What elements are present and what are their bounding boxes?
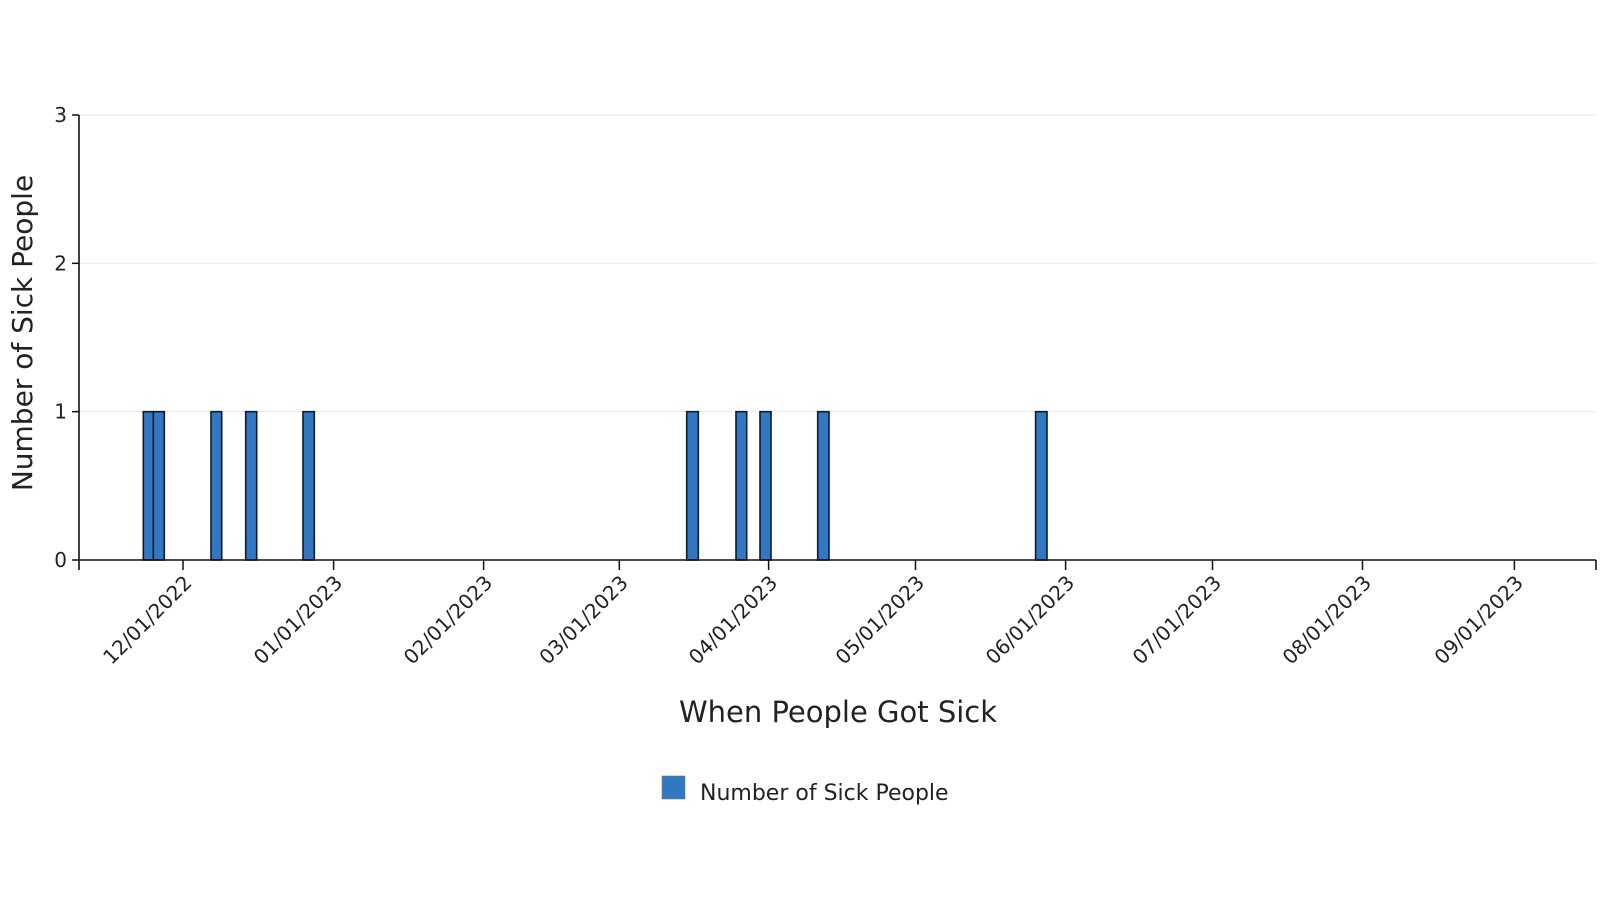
legend-swatch [661,775,686,800]
x-axis-label: When People Got Sick [679,695,997,729]
x-tick-label: 05/01/2023 [831,571,929,669]
legend: Number of Sick People [661,775,949,806]
y-axis-label: Number of Sick People [6,175,39,491]
axes [78,115,1597,570]
x-tick-label: 07/01/2023 [1128,571,1226,669]
x-axis-ticks: 12/01/2022 01/01/2023 02/01/2023 03/01/2023… [98,560,1528,669]
gridlines [79,114,1596,413]
y-tick-label: 0 [54,548,67,572]
x-tick-label: 04/01/2023 [684,571,782,669]
bar [210,410,223,561]
bar [302,410,316,561]
bar [1034,410,1048,561]
y-tick-label: 2 [54,251,67,275]
y-tick-label: 1 [54,400,67,424]
bar [759,410,772,561]
bar [142,410,155,561]
legend-label: Number of Sick People [700,781,949,806]
bar [685,410,700,561]
y-axis-ticks: 0 1 2 3 [54,103,79,572]
x-tick-label: 08/01/2023 [1278,571,1376,669]
bar [735,410,748,561]
x-tick-label: 09/01/2023 [1429,571,1527,669]
x-tick-label: 01/01/2023 [249,571,347,669]
y-tick-label: 3 [54,103,67,127]
bar [816,410,830,561]
x-tick-label: 02/01/2023 [399,571,497,669]
x-tick-label: 12/01/2022 [98,571,196,669]
bar [152,410,166,561]
x-tick-label: 03/01/2023 [534,571,632,669]
bars [142,410,1048,561]
x-tick-label: 06/01/2023 [981,571,1079,669]
bar [244,410,258,561]
